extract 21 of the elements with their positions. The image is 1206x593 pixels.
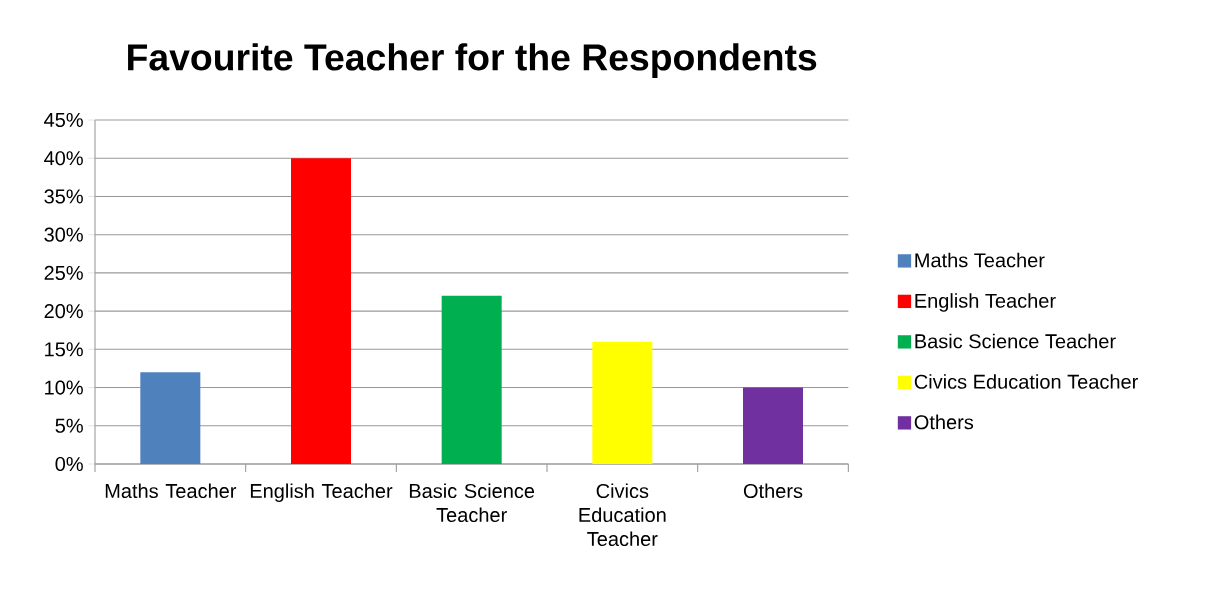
x-tick-label: Maths Teacher xyxy=(105,483,237,499)
y-tick-label: 35% xyxy=(44,189,83,204)
y-tick-label: 10% xyxy=(45,380,83,395)
x-tick-label: Civics Education Teacher xyxy=(579,483,666,547)
legend-label: Others xyxy=(914,414,974,430)
x-tick-label: Basic Science Teacher xyxy=(409,483,535,523)
y-tick-label: 0% xyxy=(55,456,83,472)
legend-label: Basic Science Teacher xyxy=(915,333,1116,349)
y-tick-label: 20% xyxy=(44,304,83,319)
legend-label: Maths Teacher xyxy=(915,252,1045,268)
x-tick-label: Others xyxy=(743,483,803,499)
y-tick-label: 45% xyxy=(44,112,83,128)
y-tick-label: 40% xyxy=(44,151,83,166)
y-tick-label: 15% xyxy=(45,342,83,357)
chart-title: Favourite Teacher for the Respondents xyxy=(128,43,817,78)
y-tick-label: 5% xyxy=(55,418,83,433)
legend-label: Civics Education Teacher xyxy=(914,374,1138,389)
y-tick-label: 30% xyxy=(44,227,83,242)
y-tick-label: 25% xyxy=(44,265,83,280)
x-tick-label: English Teacher xyxy=(250,483,393,503)
legend-label: English Teacher xyxy=(915,293,1056,312)
